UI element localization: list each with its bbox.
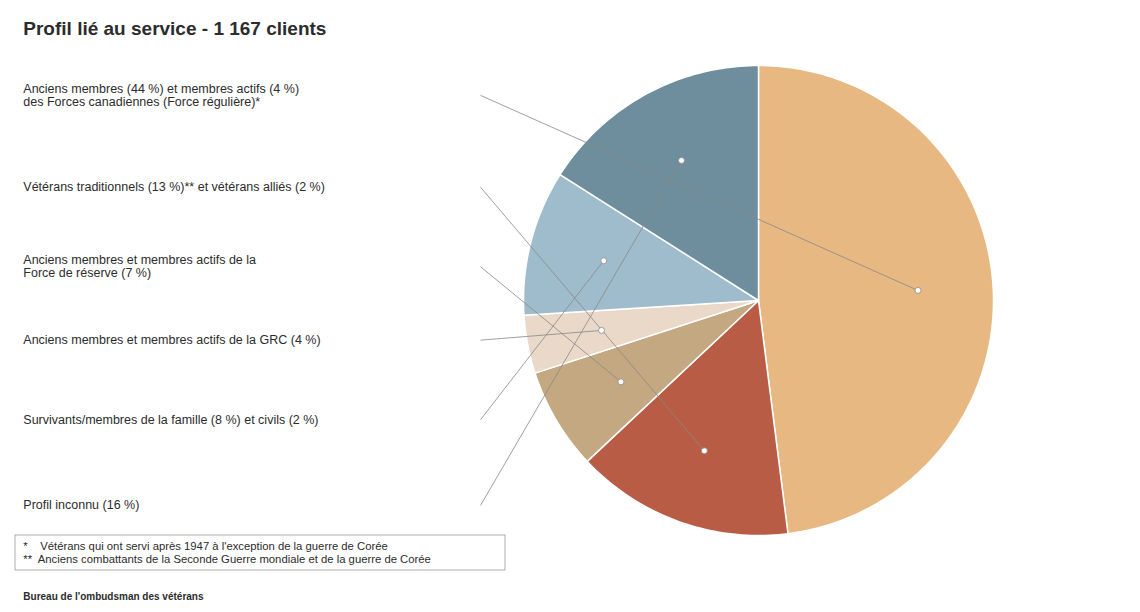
svg-text:Anciens membres (44 %) et memb: Anciens membres (44 %) et membres actifs… [23, 82, 299, 109]
svg-text:Bureau de l'ombudsman des vété: Bureau de l'ombudsman des vétérans [23, 591, 204, 602]
svg-text:Anciens membres et membres act: Anciens membres et membres actifs de la … [23, 333, 320, 347]
svg-text:Profil inconnu (16 %): Profil inconnu (16 %) [23, 498, 139, 512]
svg-text:Profil lié au service - 1 167: Profil lié au service - 1 167 clients [23, 18, 326, 39]
svg-text:Survivants/membres de la famil: Survivants/membres de la famille (8 %) e… [23, 413, 318, 427]
svg-text:Anciens membres et membres act: Anciens membres et membres actifs de laF… [23, 253, 256, 280]
svg-text:* Vétérans qui ont servi ap: * Vétérans qui ont servi après 1947 à l'… [23, 540, 431, 565]
svg-text:Vétérans traditionnels (13 %)*: Vétérans traditionnels (13 %)** et vétér… [23, 180, 325, 194]
